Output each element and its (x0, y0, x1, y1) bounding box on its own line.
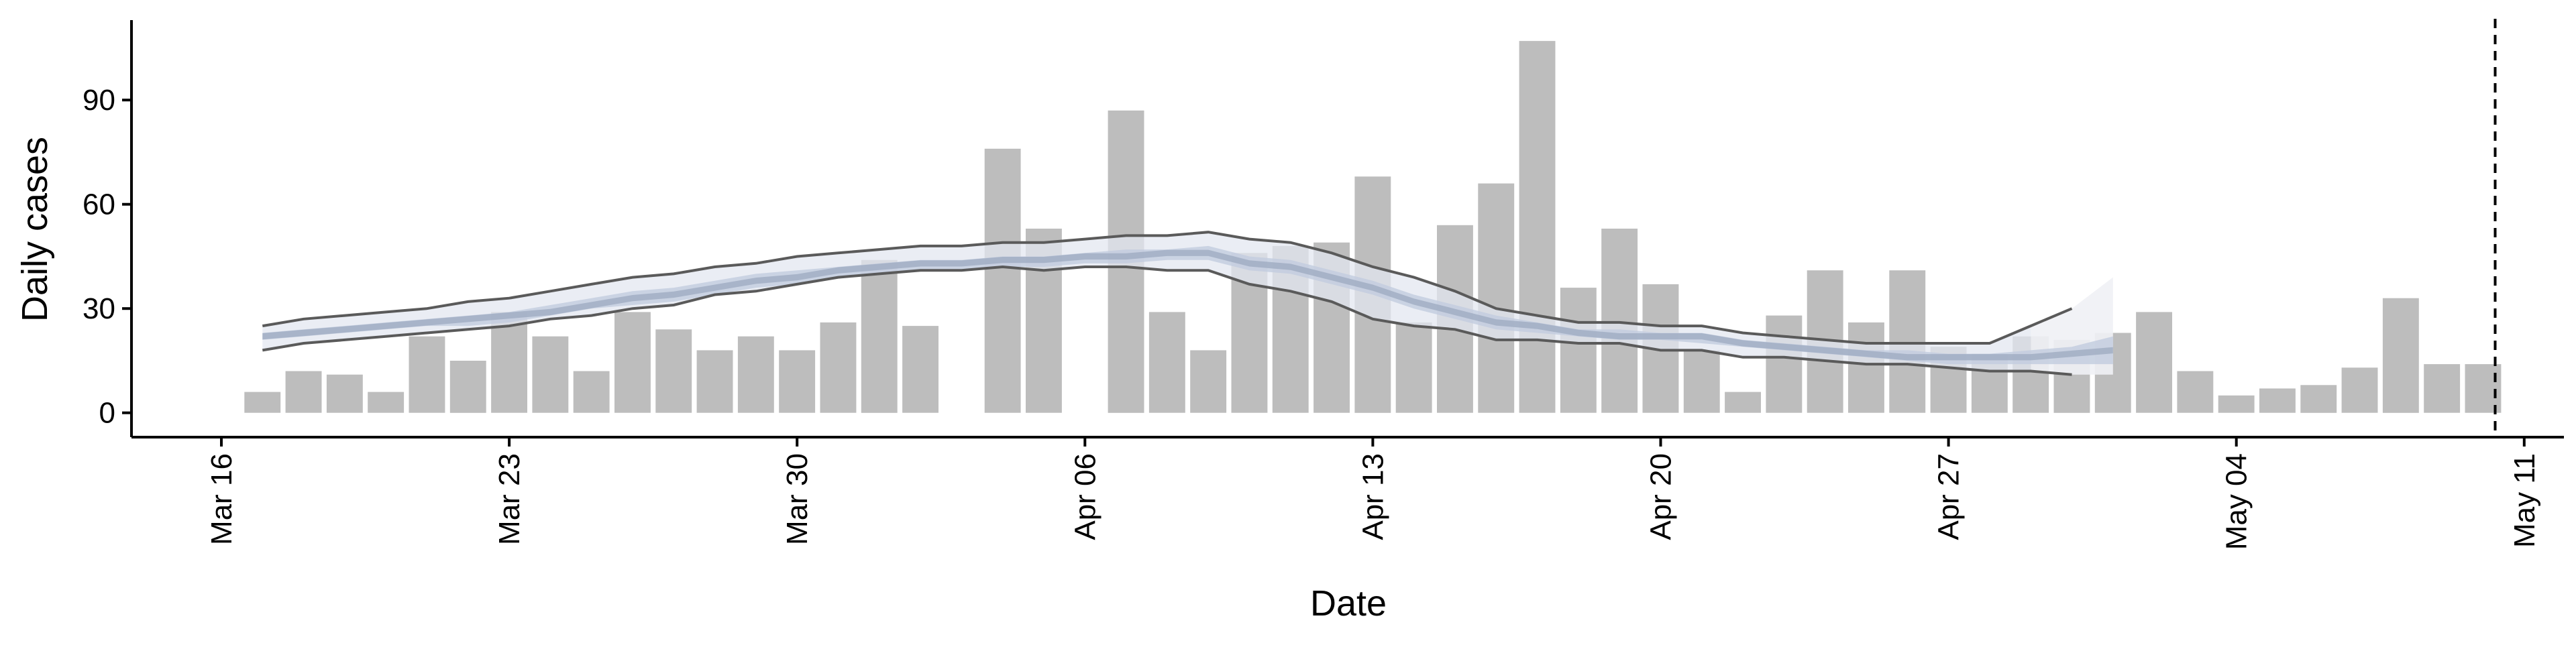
bar-2020-03-26 (614, 312, 651, 413)
axes-layer (130, 20, 2564, 438)
x-tick-label: Apr 13 (1356, 453, 1389, 540)
bar-2020-05-10 (2465, 364, 2502, 413)
bars-layer (244, 41, 2502, 413)
bar-2020-04-08 (1148, 312, 1185, 413)
x-tick-label: Apr 27 (1933, 453, 1966, 540)
bar-2020-05-03 (2177, 371, 2214, 413)
bar-2020-05-02 (2136, 312, 2172, 413)
bar-2020-03-19 (326, 374, 363, 413)
x-tick-label: Mar 16 (205, 453, 238, 545)
x-tick-label: Apr 20 (1645, 453, 1678, 540)
bar-2020-04-26 (1889, 270, 1926, 413)
bar-2020-03-22 (449, 361, 486, 413)
bar-2020-05-05 (2259, 388, 2296, 413)
bar-2020-04-19 (1601, 229, 1638, 413)
bar-2020-03-21 (409, 336, 445, 413)
y-tick-label: 0 (99, 397, 115, 430)
bar-2020-03-30 (779, 350, 816, 413)
bands-layer (262, 232, 2113, 375)
bar-2020-04-14 (1395, 322, 1432, 413)
x-axis-title: Date (1310, 583, 1387, 624)
x-tick-label: Mar 23 (493, 453, 526, 545)
bar-2020-04-04 (984, 148, 1021, 413)
y-tick-label: 60 (83, 188, 115, 221)
bar-2020-03-28 (696, 350, 733, 413)
x-tick-label: May 11 (2508, 453, 2541, 548)
ticks-layer: 0 30 60 90 Mar 16 Mar 23 Mar 30 Apr 06 Apr 13 Apr… (83, 84, 2541, 550)
bar-2020-04-01 (861, 259, 898, 413)
bar-2020-04-22 (1725, 392, 1761, 413)
bar-2020-03-23 (491, 312, 527, 413)
bar-2020-05-07 (2341, 367, 2378, 413)
y-axis-title: Daily cases (15, 137, 55, 322)
bar-2020-03-24 (532, 336, 569, 413)
lower-ci-line (262, 265, 2072, 376)
bar-2020-05-06 (2300, 385, 2337, 413)
upper-ci-line (262, 231, 2073, 345)
bar-2020-03-18 (285, 371, 322, 413)
bar-2020-04-09 (1190, 350, 1227, 413)
bar-2020-05-08 (2382, 298, 2419, 413)
bar-2020-05-09 (2424, 364, 2461, 413)
bar-2020-03-29 (737, 336, 774, 413)
bar-2020-03-31 (820, 322, 857, 413)
x-tick-label: Apr 06 (1069, 453, 1102, 540)
x-tick-label: May 04 (2220, 453, 2253, 550)
x-tick-label: Mar 30 (781, 453, 814, 545)
bar-2020-03-25 (573, 371, 610, 413)
y-tick-label: 90 (83, 84, 115, 117)
bar-2020-03-17 (244, 392, 281, 413)
bar-2020-04-21 (1683, 350, 1720, 413)
bar-2020-04-02 (902, 326, 938, 413)
y-tick-label: 30 (83, 292, 115, 325)
bar-2020-03-27 (655, 329, 692, 413)
bar-2020-04-17 (1519, 41, 1556, 413)
bar-2020-04-23 (1766, 315, 1803, 413)
bar-2020-03-20 (368, 392, 405, 413)
bar-2020-04-25 (1848, 322, 1884, 413)
lines-layer (262, 231, 2073, 376)
bar-2020-05-04 (2218, 395, 2255, 413)
bar-2020-04-16 (1478, 183, 1515, 413)
bar-2020-04-18 (1560, 288, 1597, 413)
